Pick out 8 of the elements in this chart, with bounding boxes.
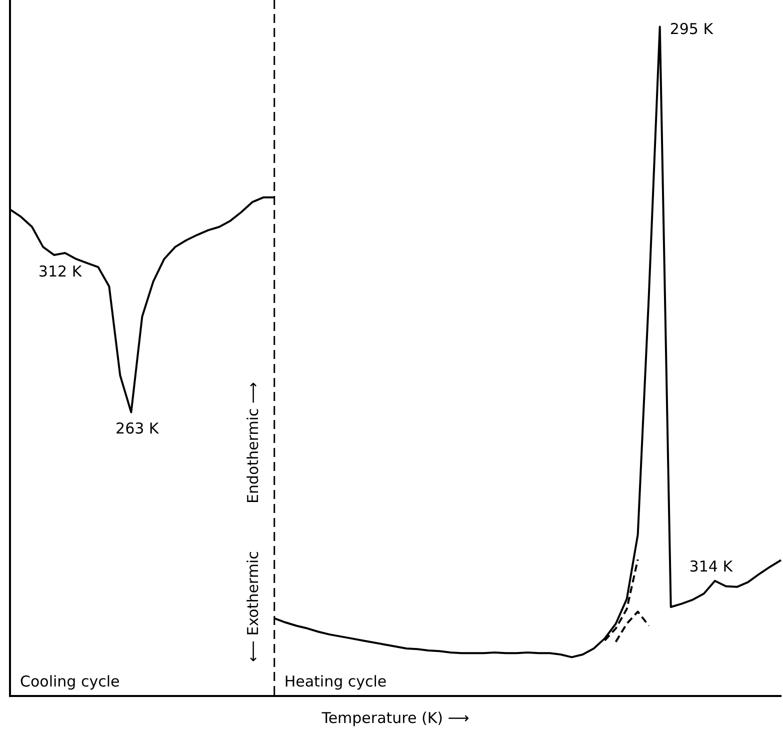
annotation: 312 K [38, 262, 83, 280]
y-axis-title: ⟵ Exothermic Endothermic ⟶ [244, 382, 262, 662]
annotation: 263 K [116, 420, 160, 438]
annotation: 314 K [689, 557, 734, 576]
annotation: Cooling cycle [20, 672, 120, 690]
annotation: Heating cycle [284, 672, 387, 690]
annotation: 295 K [670, 20, 714, 38]
x-axis-title: Temperature (K) ⟶ [320, 708, 470, 727]
